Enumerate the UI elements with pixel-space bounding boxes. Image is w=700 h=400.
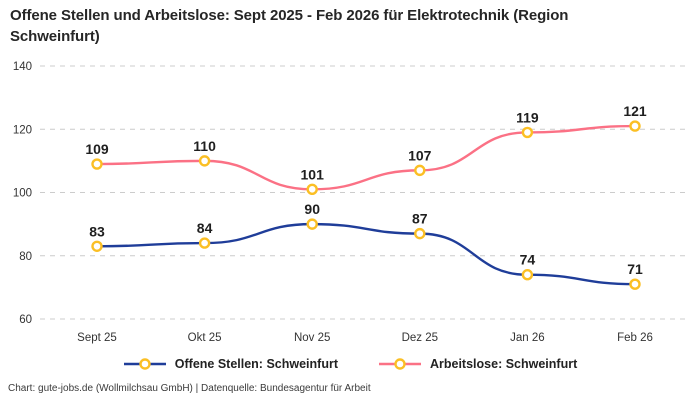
data-point-marker-arbeitslose-schweinfurt-sept-25[interactable] [91, 158, 103, 170]
x-axis-label-feb-26: Feb 26 [617, 332, 653, 344]
data-point-marker-offene-stellen-schweinfurt-sept-25[interactable] [91, 240, 103, 252]
legend: Offene Stellen: Schweinfurt Arbeitslose:… [0, 356, 700, 372]
attribution-footer: Chart: gute-jobs.de (Wollmilchsau GmbH) … [8, 383, 371, 394]
data-label-offene-stellen-schweinfurt-sept-25: 83 [89, 223, 105, 239]
data-point-marker-offene-stellen-schweinfurt-dez-25[interactable] [414, 227, 426, 240]
legend-item-offene-stellen[interactable]: Offene Stellen: Schweinfurt [123, 356, 338, 372]
legend-swatch-offene-stellen-icon [123, 358, 166, 370]
chart-plot-area: 60 80 100 120 140 Sept 25 Okt 25 Nov 25 Dez 25 Ja… [13, 61, 688, 344]
data-label-arbeitslose-schweinfurt-sept-25: 109 [85, 141, 109, 157]
data-label-offene-stellen-schweinfurt-okt-25: 84 [197, 220, 213, 236]
data-label-offene-stellen-schweinfurt-nov-25: 90 [304, 201, 320, 217]
y-axis-tick-label: 60 [19, 314, 32, 326]
legend-label-arbeitslose: Arbeitslose: Schweinfurt [429, 357, 578, 371]
x-axis-label-nov-25: Nov 25 [294, 332, 330, 344]
data-label-arbeitslose-schweinfurt-feb-26: 121 [623, 103, 647, 119]
data-point-marker-arbeitslose-schweinfurt-jan-26[interactable] [521, 126, 534, 139]
data-label-offene-stellen-schweinfurt-jan-26: 74 [520, 252, 536, 268]
data-point-marker-offene-stellen-schweinfurt-jan-26[interactable] [521, 269, 534, 281]
data-point-marker-offene-stellen-schweinfurt-feb-26[interactable] [629, 278, 641, 290]
legend-label-offene-stellen: Offene Stellen: Schweinfurt [174, 357, 338, 371]
data-label-arbeitslose-schweinfurt-jan-26: 119 [516, 109, 539, 125]
legend-item-arbeitslose[interactable]: Arbeitslose: Schweinfurt [378, 356, 577, 372]
x-axis-label-okt-25: Okt 25 [188, 332, 222, 344]
x-axis-label-sept-25: Sept 25 [77, 332, 117, 344]
x-axis-label-jan-26: Jan 26 [510, 332, 545, 344]
y-axis-tick-label: 120 [13, 124, 32, 136]
line-offene-stellen-schweinfurt [95, 222, 637, 286]
data-point-marker-offene-stellen-schweinfurt-okt-25[interactable] [198, 237, 211, 249]
data-label-arbeitslose-schweinfurt-okt-25: 110 [193, 138, 216, 154]
data-point-marker-arbeitslose-schweinfurt-okt-25[interactable] [198, 155, 211, 167]
y-axis-tick-label: 140 [13, 61, 32, 73]
y-axis-tick-label: 100 [13, 188, 32, 200]
data-point-marker-arbeitslose-schweinfurt-dez-25[interactable] [414, 164, 426, 177]
data-label-offene-stellen-schweinfurt-dez-25: 87 [412, 211, 428, 227]
chart-title: Offene Stellen und Arbeitslose: Sept 202… [10, 7, 569, 46]
data-label-offene-stellen-schweinfurt-feb-26: 71 [627, 261, 643, 277]
legend-swatch-arbeitslose-icon [378, 358, 421, 370]
data-label-arbeitslose-schweinfurt-nov-25: 101 [301, 166, 325, 182]
data-label-arbeitslose-schweinfurt-dez-25: 107 [408, 147, 432, 163]
x-axis-label-dez-25: Dez 25 [402, 332, 438, 344]
data-point-marker-arbeitslose-schweinfurt-feb-26[interactable] [629, 120, 641, 132]
y-axis-tick-label: 80 [19, 251, 32, 263]
data-point-marker-arbeitslose-schweinfurt-nov-25[interactable] [306, 183, 318, 196]
line-arbeitslose-schweinfurt [95, 124, 637, 191]
data-point-marker-offene-stellen-schweinfurt-nov-25[interactable] [306, 218, 318, 230]
